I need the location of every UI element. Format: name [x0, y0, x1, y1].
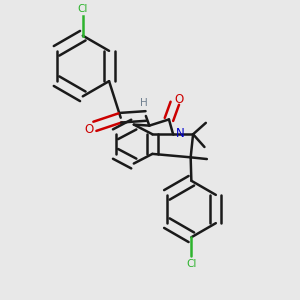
Text: N: N [176, 127, 185, 140]
Text: O: O [174, 93, 184, 106]
Text: Cl: Cl [186, 259, 197, 269]
Text: Cl: Cl [78, 4, 88, 14]
Text: O: O [84, 123, 93, 136]
Text: H: H [140, 98, 148, 108]
